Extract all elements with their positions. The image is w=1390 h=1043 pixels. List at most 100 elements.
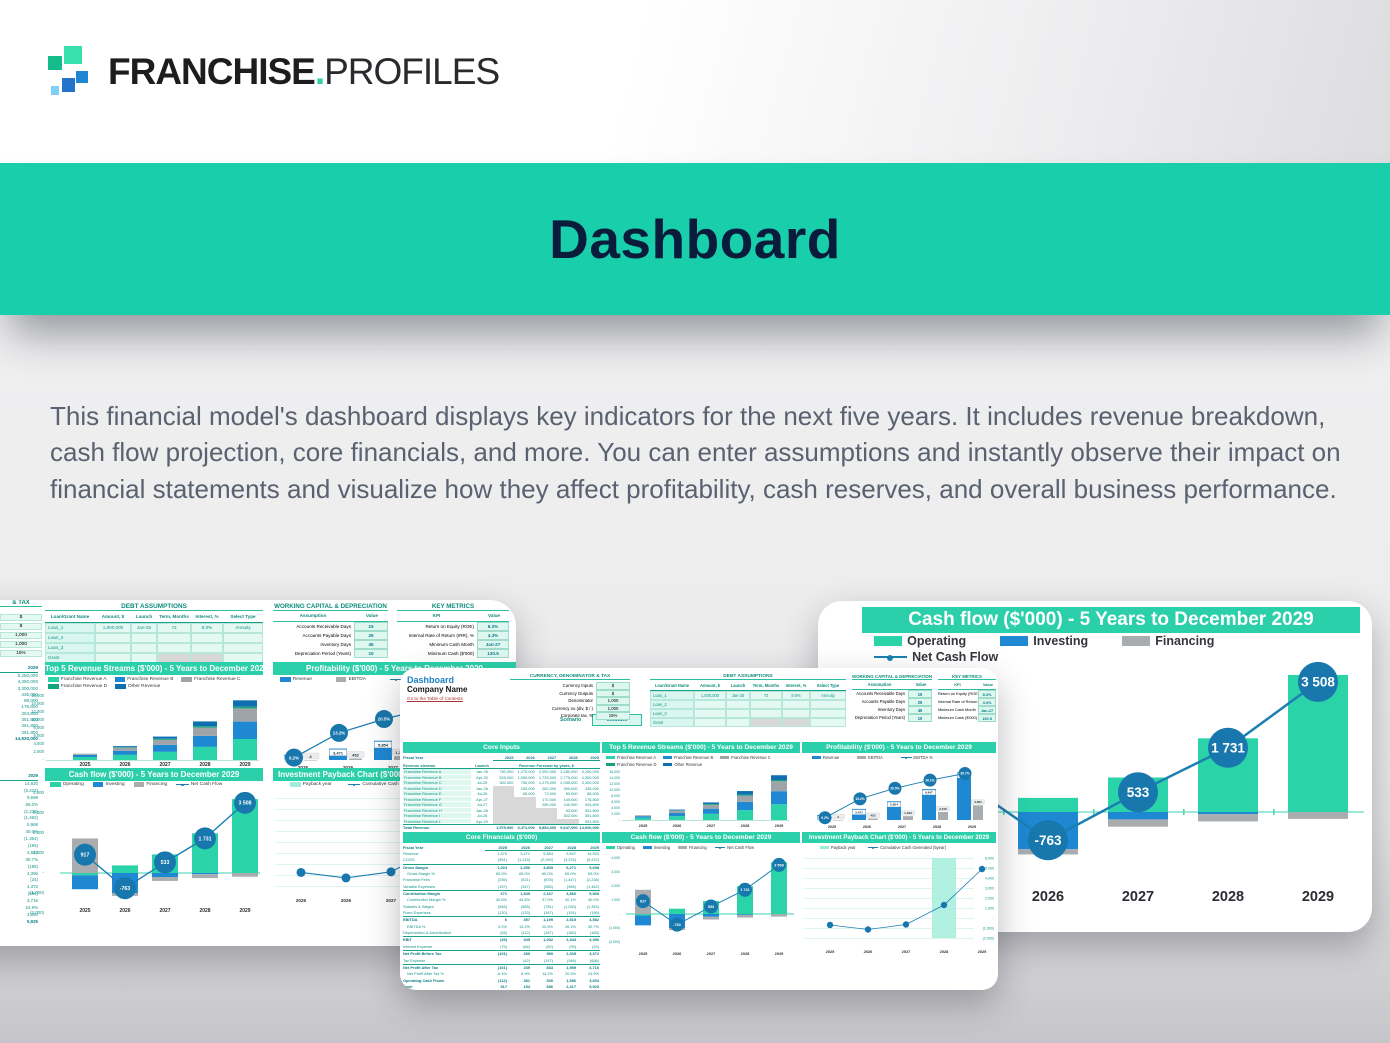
svg-text:2028: 2028 — [933, 825, 941, 829]
dashboard-screenshot-center[interactable]: Dashboard Company Name Go to the Table o… — [400, 668, 998, 990]
wc-header-c: WORKING CAPITAL & DEPRECIATION — [852, 674, 932, 680]
svg-text:2027: 2027 — [159, 908, 170, 914]
svg-text:10,000: 10,000 — [31, 717, 44, 722]
svg-text:2028: 2028 — [199, 908, 210, 914]
svg-text:2027: 2027 — [159, 762, 170, 768]
svg-text:1,000: 1,000 — [985, 906, 994, 910]
svg-text:14,000: 14,000 — [31, 701, 44, 706]
svg-text:3,471: 3,471 — [855, 810, 863, 814]
rev-2029-strip: 2029 5,250,000 4,350,000 3,300,000 435,000 88… — [0, 664, 38, 742]
brand-logo-mark — [48, 46, 88, 95]
svg-text:4: 4 — [309, 754, 312, 759]
top5-banner-c: Top 5 Revenue Streams ($'000) - 5 Years … — [602, 742, 800, 753]
intro-paragraph: This financial model's dashboard display… — [50, 401, 1341, 504]
cashflow-legend-c: Operating Investing Financing Net Cash Flow — [606, 845, 798, 850]
profit-banner-c: Profitability ($'000) - 5 Years to Decem… — [802, 742, 996, 753]
svg-text:1,000: 1,000 — [611, 898, 620, 902]
svg-text:(2,000): (2,000) — [609, 940, 620, 944]
svg-text:1 731: 1 731 — [740, 888, 750, 892]
svg-text:13.2%: 13.2% — [855, 797, 864, 801]
svg-text:-: - — [43, 757, 45, 762]
svg-text:1,199: 1,199 — [904, 811, 912, 815]
toc-link: Go to the Table of Contents — [407, 696, 463, 701]
svg-text:4,000: 4,000 — [33, 790, 45, 795]
working-capital-header: WORKING CAPITAL & DEPRECIATION — [273, 603, 388, 611]
cashflow-banner: Cash flow ($'000) - 5 Years to December … — [45, 768, 263, 781]
page-title: Dashboard — [549, 208, 841, 270]
svg-text:3 508: 3 508 — [239, 801, 252, 807]
svg-text:2027: 2027 — [1122, 889, 1154, 905]
svg-text:2025: 2025 — [828, 825, 836, 829]
svg-text:-763: -763 — [1034, 833, 1062, 848]
svg-text:4,000: 4,000 — [34, 741, 45, 746]
svg-text:2029: 2029 — [1302, 889, 1334, 905]
payback-chart-c: 6,000 5,000 4,000 3,000 2,000 1,000 - (1,000) (2… — [804, 856, 995, 954]
svg-text:-763: -763 — [120, 886, 130, 892]
svg-text:4: 4 — [837, 815, 839, 819]
svg-text:2025: 2025 — [79, 762, 90, 768]
svg-text:13.2%: 13.2% — [333, 731, 346, 736]
svg-text:2027: 2027 — [902, 949, 911, 954]
core-financials-banner: Core Financials ($'000) — [403, 832, 600, 843]
svg-text:2027: 2027 — [707, 823, 716, 828]
brand-light: PROFILES — [324, 51, 500, 92]
svg-text:2029: 2029 — [239, 908, 250, 914]
svg-text:2026: 2026 — [1032, 889, 1064, 905]
svg-text:26.1%: 26.1% — [925, 778, 934, 782]
company-name: Company Name — [407, 685, 468, 694]
svg-text:2026: 2026 — [119, 908, 130, 914]
svg-text:4,000: 4,000 — [611, 856, 620, 860]
svg-text:2,000: 2,000 — [985, 896, 994, 900]
profit-legend-c: Revenue EBITDA EBITDA % — [812, 755, 996, 760]
svg-text:2027: 2027 — [386, 898, 397, 903]
svg-text:10,000: 10,000 — [609, 788, 620, 792]
svg-text:16,000: 16,000 — [609, 770, 620, 774]
svg-text:2026: 2026 — [673, 823, 682, 828]
svg-text:0.2%: 0.2% — [821, 816, 829, 820]
site-header: FRANCHISE.PROFILES — [0, 0, 1390, 163]
svg-text:2027: 2027 — [707, 951, 716, 956]
svg-text:2029: 2029 — [978, 949, 987, 954]
payback-banner-c: Investment Payback Chart ($'000) - 5 Yea… — [802, 832, 996, 843]
wc-table-c: Assumption Value Accounts Receivable Days 1… — [852, 682, 932, 722]
svg-text:2026: 2026 — [341, 898, 352, 903]
svg-text:8,000: 8,000 — [611, 794, 620, 798]
svg-text:2,000: 2,000 — [611, 812, 620, 816]
top5-banner: Top 5 Revenue Streams ($'000) - 5 Years … — [45, 662, 263, 675]
top5-legend: Franchise Revenue A Franchise Revenue B Fr… — [48, 677, 262, 689]
svg-text:917: 917 — [81, 853, 90, 859]
svg-text:533: 533 — [1127, 785, 1150, 800]
km-table-c: KPI Value Return on Equity (ROE) 8.3% Intern… — [938, 682, 996, 722]
svg-text:533: 533 — [161, 860, 170, 866]
svg-text:(1,000): (1,000) — [30, 890, 44, 895]
svg-text:-: - — [43, 870, 45, 875]
svg-text:2028: 2028 — [940, 949, 949, 954]
core-financials-table: Fiscal Year 2025 2026 2027 2028 2029 Revenue 1,… — [403, 845, 600, 989]
svg-text:917: 917 — [640, 900, 646, 904]
center-card-clip: Dashboard Company Name Go to the Table o… — [400, 668, 998, 990]
svg-text:2,000: 2,000 — [611, 884, 620, 888]
svg-text:2026: 2026 — [119, 762, 130, 768]
svg-text:2028: 2028 — [741, 951, 750, 956]
svg-text:4,581: 4,581 — [974, 800, 982, 804]
svg-text:2025: 2025 — [639, 951, 648, 956]
cashflow-big-title: Cash flow ($'000) - 5 Years to December … — [862, 607, 1360, 633]
svg-text:2029: 2029 — [968, 825, 976, 829]
profit-chart-c: 1,575420253,47145220265,8541,19920279,64… — [817, 766, 985, 829]
top5-legend-c: Franchise Revenue A Franchise Revenue B Fr… — [606, 755, 798, 767]
brand-dot: . — [314, 51, 325, 92]
debt-assumptions-table: Loan/Grant Name Amount, $ Launch Term, Mont… — [45, 613, 263, 663]
brand-logo[interactable]: FRANCHISE.PROFILES — [48, 44, 500, 100]
currency-tax-table: Currency Inputs $ Currency Outputs $ Denomin… — [510, 682, 630, 720]
svg-text:30.7%: 30.7% — [960, 772, 969, 776]
svg-text:2029: 2029 — [775, 823, 784, 828]
working-capital-table: Assumption Value Accounts Receivable Days 1… — [273, 613, 388, 658]
svg-text:3,471: 3,471 — [333, 750, 344, 755]
svg-text:-: - — [993, 916, 995, 920]
svg-text:2,000: 2,000 — [33, 830, 45, 835]
svg-text:3,000: 3,000 — [33, 810, 45, 815]
svg-text:3 508: 3 508 — [774, 863, 784, 867]
svg-text:2028: 2028 — [1212, 889, 1244, 905]
cashflow-legend: Operating Investing Financing Net Cash Flow — [50, 782, 264, 787]
